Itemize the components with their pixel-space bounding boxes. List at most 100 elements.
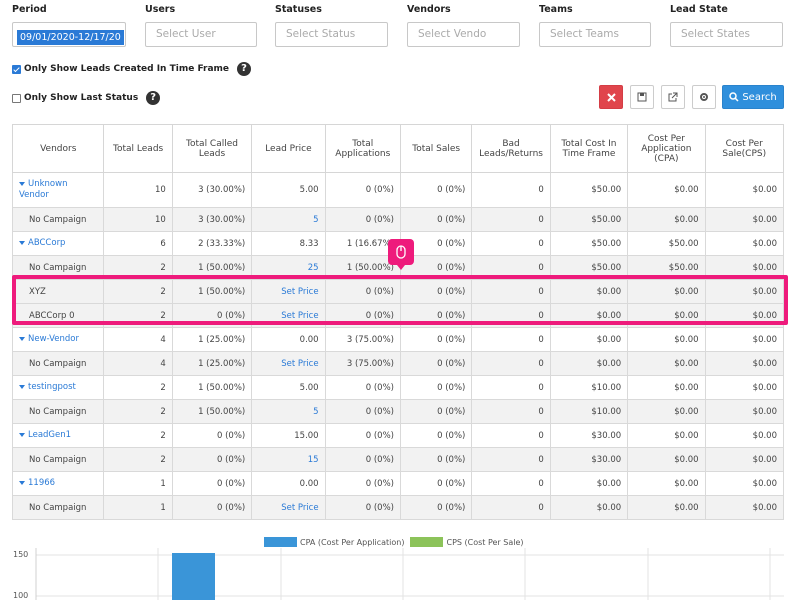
vendor-toggle-link[interactable]: testingpost [19,382,76,393]
column-header[interactable]: Total Leads [103,124,173,173]
table-cell: XYZ [11,279,105,304]
table-cell: 0 (0%) [399,279,473,304]
table-cell: $0.00 [704,495,785,520]
help-icon[interactable]: ? [146,91,161,105]
table-cell: 10 [103,207,173,232]
legend-item-cpa[interactable]: CPA (Cost Per Application) [264,537,404,547]
vendors-select[interactable]: Select Vendo [407,22,520,47]
column-header[interactable]: Total Called Leads [171,124,253,173]
table-cell: Set Price [251,351,326,376]
table-cell: 1 (16.67%) [324,231,401,256]
search-button[interactable]: Search [722,85,784,109]
period-input[interactable]: 09/01/2020-12/17/20 [12,22,126,47]
table-cell: 1 (50.00%) [171,375,253,400]
table-cell: 0 (0%) [399,423,473,448]
table-cell: 0 (0%) [171,447,253,472]
table-cell: $0.00 [704,207,785,232]
table-cell: 0 (0%) [399,399,473,424]
column-header[interactable]: Cost Per Application (CPA) [627,124,706,173]
column-header[interactable]: Vendors [11,124,105,173]
table-cell: 0 [471,495,551,520]
legend-item-cps[interactable]: CPS (Cost Per Sale) [410,537,524,547]
chart-legend: CPA (Cost Per Application) CPS (Cost Per… [264,537,530,547]
table-cell: 0 (0%) [324,375,401,400]
close-icon [606,92,616,102]
column-header[interactable]: Cost Per Sale(CPS) [704,124,785,173]
table-cell: 0 (0%) [399,351,473,376]
table-cell: 0 [471,255,551,280]
table-cell: 0 [471,172,551,208]
table-cell: 0 (0%) [324,207,401,232]
column-header[interactable]: Bad Leads/Returns [471,124,551,173]
table-cell: 10 [103,172,173,208]
table-cell: $0.00 [704,447,785,472]
vendor-toggle-link[interactable]: New-Vendor [19,334,79,345]
table-cell: Unknown Vendor [11,172,105,208]
table-cell: No Campaign [11,255,105,280]
table-cell: 4 [103,327,173,352]
table-cell: $0.00 [704,231,785,256]
teams-select[interactable]: Select Teams [539,22,651,47]
set-price-link[interactable]: Set Price [281,358,319,369]
chart-bar-cpa[interactable] [172,553,215,600]
help-icon[interactable]: ? [237,62,252,76]
lead-price-link[interactable]: 5 [313,406,319,417]
vendor-toggle-link[interactable]: LeadGen1 [19,430,71,441]
vendor-name: LeadGen1 [28,430,72,440]
mouse-cursor-indicator [388,239,414,270]
clear-button[interactable] [599,85,623,109]
table-cell: 0 (0%) [399,303,473,328]
statuses-select[interactable]: Select Status [275,22,388,47]
table-cell: 8.33 [251,231,326,256]
settings-button[interactable] [692,85,716,109]
table-cell: 0 (0%) [324,471,401,496]
table-cell: 1 (50.00%) [171,255,253,280]
vendor-toggle-link[interactable]: Unknown Vendor [19,179,97,201]
table-cell: $50.00 [627,231,706,256]
table-cell: $50.00 [549,231,629,256]
lead-price-link[interactable]: 15 [307,454,319,465]
lead-state-select[interactable]: Select States [670,22,783,47]
table-cell: $0.00 [627,399,706,424]
table-cell: 5 [251,399,326,424]
export-button[interactable] [661,85,685,109]
column-header[interactable]: Total Applications [324,124,401,173]
table-cell: 2 [103,255,173,280]
table-cell: 2 [103,375,173,400]
table-cell: 0 [471,375,551,400]
column-header[interactable]: Total Cost In Time Frame [549,124,629,173]
column-header[interactable]: Total Sales [399,124,473,173]
vendor-row: ABCCorp 6 2 (33.33%) 8.33 1 (16.67%) 0 (0%) 0 $… [11,231,785,256]
table-cell: 2 [103,303,173,328]
only-time-frame-checkbox[interactable] [12,64,21,74]
save-button[interactable] [630,85,654,109]
column-header[interactable]: Lead Price [251,124,326,173]
vendors-label: Vendors [407,4,451,15]
only-last-status-label: Only Show Last Status [24,93,139,103]
save-icon [637,92,647,102]
only-time-frame-option: Only Show Leads Created In Time Frame ? [12,62,252,76]
table-cell: $0.00 [549,327,629,352]
set-price-link[interactable]: Set Price [281,310,319,321]
caret-down-icon [19,384,25,389]
campaign-row: No Campaign 10 3 (30.00%) 5 0 (0%) 0 (0%) 0 $50… [11,207,785,232]
set-price-link[interactable]: Set Price [281,502,319,513]
period-filter: Period 09/01/2020-12/17/20 [12,4,126,47]
table-cell: 0 (0%) [399,471,473,496]
table-cell: Set Price [251,495,326,520]
table-cell: 1 (25.00%) [171,351,253,376]
table-cell: 25 [251,255,326,280]
vendor-name: Unknown Vendor [19,179,68,200]
lead-price-link[interactable]: 25 [307,262,319,273]
set-price-link[interactable]: Set Price [281,286,319,297]
vendor-toggle-link[interactable]: 11966 [19,478,55,489]
vendor-toggle-link[interactable]: ABCCorp [19,238,65,249]
table-cell: 1 (50.00%) [171,279,253,304]
lead-price-link[interactable]: 5 [313,214,319,225]
users-select[interactable]: Select User [145,22,257,47]
vendor-name: New-Vendor [28,334,79,344]
table-cell: 0 (0%) [399,447,473,472]
table-cell: $0.00 [627,172,706,208]
only-last-status-checkbox[interactable] [12,93,21,103]
table-cell: 15.00 [251,423,326,448]
